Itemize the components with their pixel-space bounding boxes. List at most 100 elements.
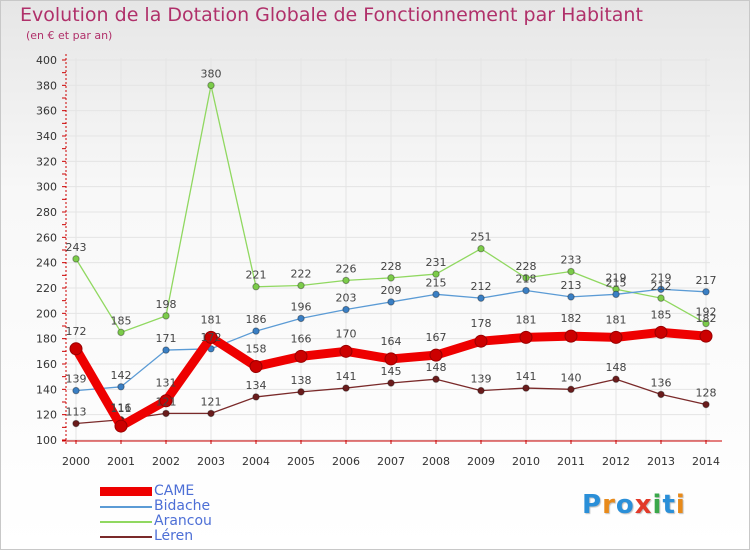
y-tick-label: 340 <box>36 130 57 143</box>
data-labels: 172 111 131 181 158 166 170 164 167 178 181 182 181 1… <box>66 67 717 418</box>
x-tick-label: 2004 <box>242 455 270 468</box>
data-label-bidache: 218 <box>516 273 537 286</box>
legend: CAME Bidache Arancou Léren <box>100 483 300 544</box>
data-label-came: 172 <box>66 325 87 338</box>
logo-letter: r <box>602 490 616 520</box>
y-tick-label: 280 <box>36 206 57 219</box>
data-label-lren: 138 <box>291 374 312 387</box>
data-point-came <box>654 325 668 339</box>
data-point-came <box>294 349 308 363</box>
logo-letter: i <box>652 490 663 520</box>
data-point-arancou <box>567 267 575 276</box>
data-label-came: 131 <box>156 377 177 390</box>
data-label-came: 181 <box>516 313 537 326</box>
legend-item-bidache[interactable]: Bidache <box>100 498 300 514</box>
data-label-bidache: 196 <box>291 300 312 313</box>
legend-swatch-arancou <box>100 521 152 523</box>
legend-label-bidache: Bidache <box>154 498 211 514</box>
data-label-came: 182 <box>696 312 717 325</box>
data-label-bidache: 219 <box>651 271 672 284</box>
data-point-lren <box>702 400 710 409</box>
legend-item-arancou[interactable]: Arancou <box>100 513 300 529</box>
y-tick-label: 100 <box>36 434 57 447</box>
legend-swatch-leren <box>100 536 152 538</box>
data-label-came: 164 <box>381 335 402 348</box>
data-point-arancou <box>252 283 260 291</box>
data-label-arancou: 219 <box>606 271 627 284</box>
logo-letter: t <box>662 490 676 520</box>
data-point-bidache <box>342 305 350 314</box>
logo-letter: o <box>615 490 635 520</box>
data-point-came <box>114 419 128 433</box>
data-label-came: 167 <box>426 331 447 344</box>
data-point-came <box>519 330 533 344</box>
x-tick-label: 2014 <box>692 455 720 468</box>
x-tick-label: 2007 <box>377 455 405 468</box>
data-point-came <box>384 352 398 366</box>
data-point-came <box>699 329 713 343</box>
data-point-came <box>474 334 488 348</box>
legend-item-came[interactable]: CAME <box>100 483 300 499</box>
y-tick-label: 180 <box>36 333 57 346</box>
data-point-lren <box>567 385 575 394</box>
y-tick-label: 320 <box>36 155 57 168</box>
data-point-arancou <box>72 255 80 263</box>
legend-item-leren[interactable]: Léren <box>100 528 300 544</box>
data-label-lren: 145 <box>381 365 402 378</box>
data-point-lren <box>297 388 305 396</box>
y-tick-label: 160 <box>36 358 57 371</box>
data-label-arancou: 185 <box>111 314 132 327</box>
data-label-lren: 139 <box>471 373 492 386</box>
data-label-bidache: 215 <box>426 276 447 289</box>
data-point-arancou <box>432 270 440 278</box>
x-tick-label: 2003 <box>197 455 225 468</box>
data-label-arancou: 221 <box>246 269 267 282</box>
data-point-bidache <box>117 383 125 391</box>
data-point-lren <box>387 379 395 387</box>
data-label-bidache: 209 <box>381 284 402 297</box>
data-label-bidache: 172 <box>201 331 222 344</box>
data-label-arancou: 228 <box>516 260 537 273</box>
data-label-lren: 134 <box>246 379 267 392</box>
data-point-lren <box>432 375 440 383</box>
x-tick-label: 2008 <box>422 455 450 468</box>
data-label-came: 166 <box>291 332 312 345</box>
data-point-arancou <box>522 274 530 282</box>
data-point-bidache <box>612 290 620 299</box>
data-point-lren <box>612 375 620 383</box>
data-point-lren <box>72 419 80 428</box>
data-point-bidache <box>567 293 575 301</box>
data-label-bidache: 203 <box>336 292 357 305</box>
data-label-came: 158 <box>246 343 267 356</box>
x-tick-label: 2006 <box>332 455 360 468</box>
data-label-arancou: 212 <box>651 280 672 293</box>
data-point-came <box>564 329 578 343</box>
data-point-came <box>249 360 263 374</box>
legend-label-arancou: Arancou <box>154 513 212 529</box>
data-label-arancou: 228 <box>381 260 402 273</box>
data-label-arancou: 380 <box>201 67 222 80</box>
data-point-bidache <box>387 298 395 306</box>
y-tick-label: 220 <box>36 282 57 295</box>
data-point-bidache <box>297 314 305 323</box>
data-point-bidache <box>522 286 530 295</box>
y-tick-label: 300 <box>36 181 57 194</box>
data-label-came: 170 <box>336 327 357 340</box>
chart-subtitle: (en € et par an) <box>26 29 113 42</box>
data-label-lren: 148 <box>606 361 627 374</box>
data-point-lren <box>477 386 485 395</box>
y-tick-label: 140 <box>36 383 57 396</box>
data-label-bidache: 139 <box>66 373 87 386</box>
data-point-came <box>159 394 173 408</box>
data-label-arancou: 198 <box>156 298 177 311</box>
x-tick-label: 2013 <box>647 455 675 468</box>
data-point-lren <box>342 384 350 392</box>
data-point-arancou <box>162 312 170 320</box>
y-tick-label: 380 <box>36 79 57 92</box>
chart-title: Evolution de la Dotation Globale de Fonc… <box>20 4 643 26</box>
y-tick-label: 360 <box>36 105 57 118</box>
series-layer <box>69 81 713 433</box>
data-point-bidache <box>432 290 440 299</box>
data-label-lren: 121 <box>156 395 177 408</box>
